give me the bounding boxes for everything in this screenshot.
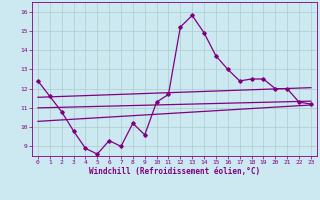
X-axis label: Windchill (Refroidissement éolien,°C): Windchill (Refroidissement éolien,°C)	[89, 167, 260, 176]
